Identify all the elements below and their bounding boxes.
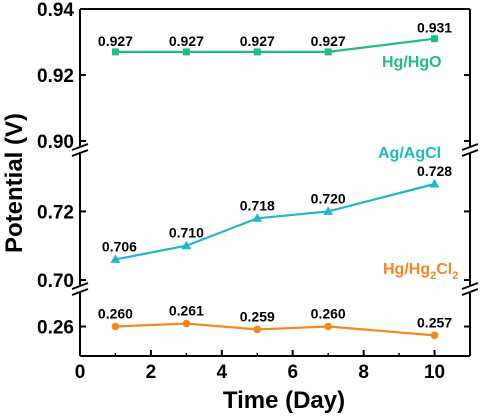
axis-break-mark [461, 143, 479, 151]
series-name-hg-hgo: Hg/HgO [382, 54, 442, 71]
data-point-circle [111, 322, 120, 331]
data-point-square [253, 48, 261, 56]
data-label: 0.710 [169, 225, 204, 241]
x-tick-label: 4 [217, 362, 228, 383]
data-point-triangle [110, 254, 121, 263]
data-label: 0.259 [240, 308, 275, 324]
y-axis-title: Potential (V) [1, 113, 28, 253]
data-point-triangle [181, 240, 192, 250]
axis-break-mark [71, 143, 89, 151]
axis-break-mark [461, 288, 479, 296]
x-tick-label: 0 [75, 362, 86, 383]
chart-texts: 0 2 4 6 8 10 0.90 0.92 0.94 0.70 0.72 0.26 0.927 0.92… [37, 0, 452, 383]
axis-break-mark [461, 282, 479, 290]
data-label: 0.260 [311, 306, 346, 322]
series-line-2 [115, 322, 435, 337]
y-tick-label: 0.92 [37, 66, 74, 87]
data-point-triangle [252, 213, 263, 222]
y-tick-label: 0.72 [37, 202, 74, 223]
data-label: 0.927 [311, 33, 346, 49]
data-label: 0.260 [98, 306, 133, 322]
data-label: 0.927 [240, 33, 275, 49]
x-tick-label: 8 [358, 362, 369, 383]
y-tick-label: 0.70 [37, 271, 74, 292]
data-label: 0.728 [417, 163, 452, 179]
y-tick-label: 0.94 [37, 0, 74, 21]
data-point-circle [182, 319, 191, 328]
y-tick-label: 0.90 [37, 132, 74, 153]
data-point-circle [430, 331, 439, 340]
axis-break-mark [71, 282, 89, 290]
series-name-hg-hg2cl2: Hg/Hg2Cl2 [383, 261, 458, 282]
data-label: 0.261 [169, 303, 204, 319]
axis-break-mark [71, 149, 89, 157]
plot-frame [71, 8, 479, 357]
data-point-square [324, 48, 332, 56]
y-tick-label: 0.26 [37, 318, 74, 339]
axis-break-mark [71, 288, 89, 296]
x-axis-title: Time (Day) [223, 387, 345, 414]
series-line-0 [115, 37, 435, 54]
series-name-part: Cl [436, 261, 452, 278]
data-label: 0.720 [311, 190, 346, 206]
series-name-part: Hg/Hg [383, 261, 430, 278]
data-point-square [182, 48, 190, 56]
data-point-circle [324, 322, 332, 331]
x-tick-label: 10 [424, 362, 445, 383]
x-tick-label: 6 [287, 362, 298, 383]
data-point-triangle [323, 206, 334, 215]
axis-break-mark [461, 149, 479, 157]
data-label: 0.257 [417, 314, 452, 330]
data-label: 0.927 [98, 33, 133, 49]
series-name-subscript: 2 [430, 270, 436, 282]
data-label: 0.718 [240, 197, 275, 213]
data-label: 0.931 [417, 20, 452, 36]
data-point-circle [253, 325, 262, 334]
x-tick-label: 2 [146, 362, 157, 383]
data-point-square [111, 48, 119, 56]
data-label: 0.927 [169, 33, 204, 49]
chart-marks [110, 35, 440, 340]
data-point-triangle [429, 179, 440, 188]
data-point-square [431, 35, 439, 43]
series-name-subscript: 2 [452, 270, 458, 282]
series-line-1 [115, 182, 435, 261]
series-name-ag-agcl: Ag/AgCl [378, 145, 441, 162]
data-label: 0.706 [102, 238, 137, 254]
